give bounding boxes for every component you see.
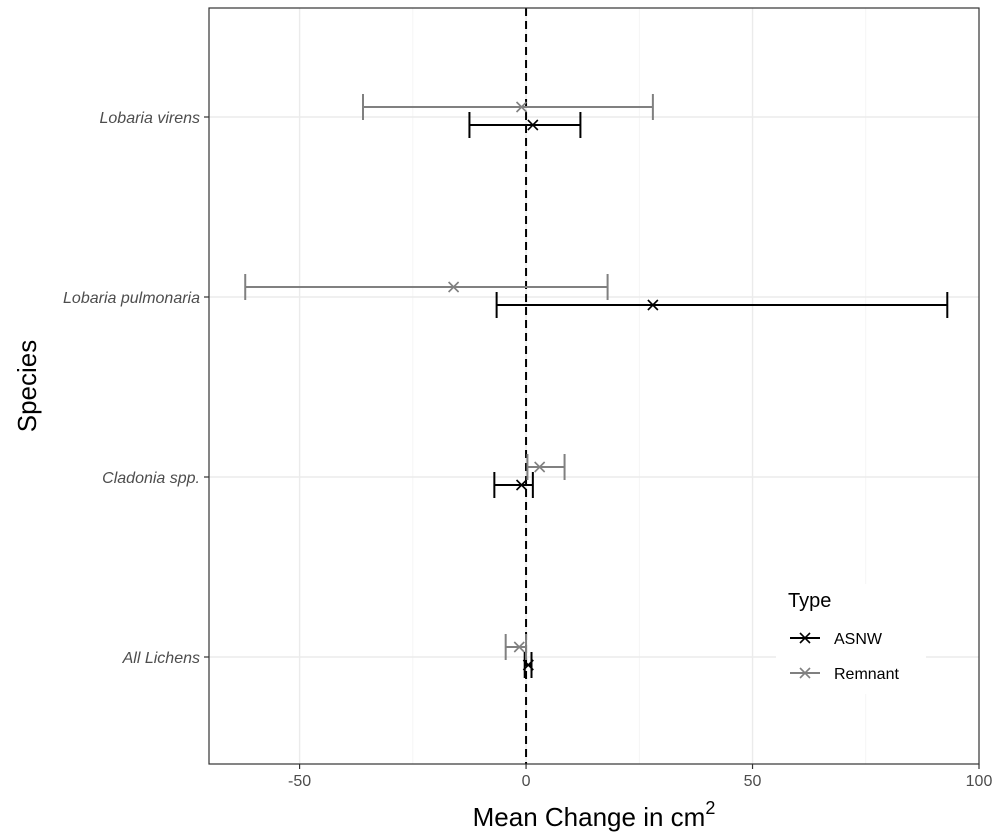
mean-marker (513, 641, 525, 653)
x-tick-label: -50 (288, 773, 311, 790)
x-axis-title: Mean Change in cm2 (473, 798, 716, 832)
legend-label: Remnant (834, 666, 899, 683)
x-axis-ticks: -50 0 50 100 (288, 764, 992, 790)
legend: Type ASNW Remnant (776, 584, 926, 694)
mean-marker (515, 479, 528, 491)
x-tick-label: 50 (744, 773, 762, 790)
y-tick-label: Cladonia spp. (102, 470, 200, 487)
legend-title: Type (788, 590, 831, 612)
y-tick-label: Lobaria pulmonaria (63, 290, 200, 307)
errorbar-point (468, 112, 582, 138)
y-axis-ticks: All Lichens Cladonia spp. Lobaria pulmonar… (63, 110, 209, 667)
series-remnant (244, 94, 654, 660)
legend-item-remnant: Remnant (790, 666, 899, 683)
mean-marker (448, 281, 460, 293)
y-tick-label: All Lichens (122, 650, 200, 667)
x-tick-label: 100 (966, 773, 993, 790)
x-tick-label: 0 (522, 773, 531, 790)
legend-items: ASNW Remnant (790, 631, 899, 683)
errorbar-point (526, 454, 566, 480)
errorbar-point (504, 634, 528, 660)
series-layer (244, 94, 949, 678)
errorbar-point (522, 652, 534, 678)
legend-key-marker (799, 632, 811, 644)
mean-marker (522, 659, 534, 671)
mean-marker (527, 119, 539, 131)
errorbar-point (493, 472, 534, 498)
y-axis-title: Species (12, 340, 42, 433)
legend-label: ASNW (834, 631, 883, 648)
x-axis-title-superscript: 2 (705, 798, 715, 818)
legend-key-marker (799, 667, 811, 679)
legend-item-asnw: ASNW (790, 631, 883, 648)
mean-marker (647, 299, 659, 311)
errorbar-point (495, 292, 949, 318)
plot-panel-border (208, 7, 980, 765)
errorbar-point (244, 274, 609, 300)
errorbar-point (362, 94, 654, 120)
mean-marker (515, 101, 528, 113)
mean-marker (534, 461, 546, 473)
y-tick-label: Lobaria virens (100, 110, 201, 127)
series-asnw (468, 112, 949, 678)
